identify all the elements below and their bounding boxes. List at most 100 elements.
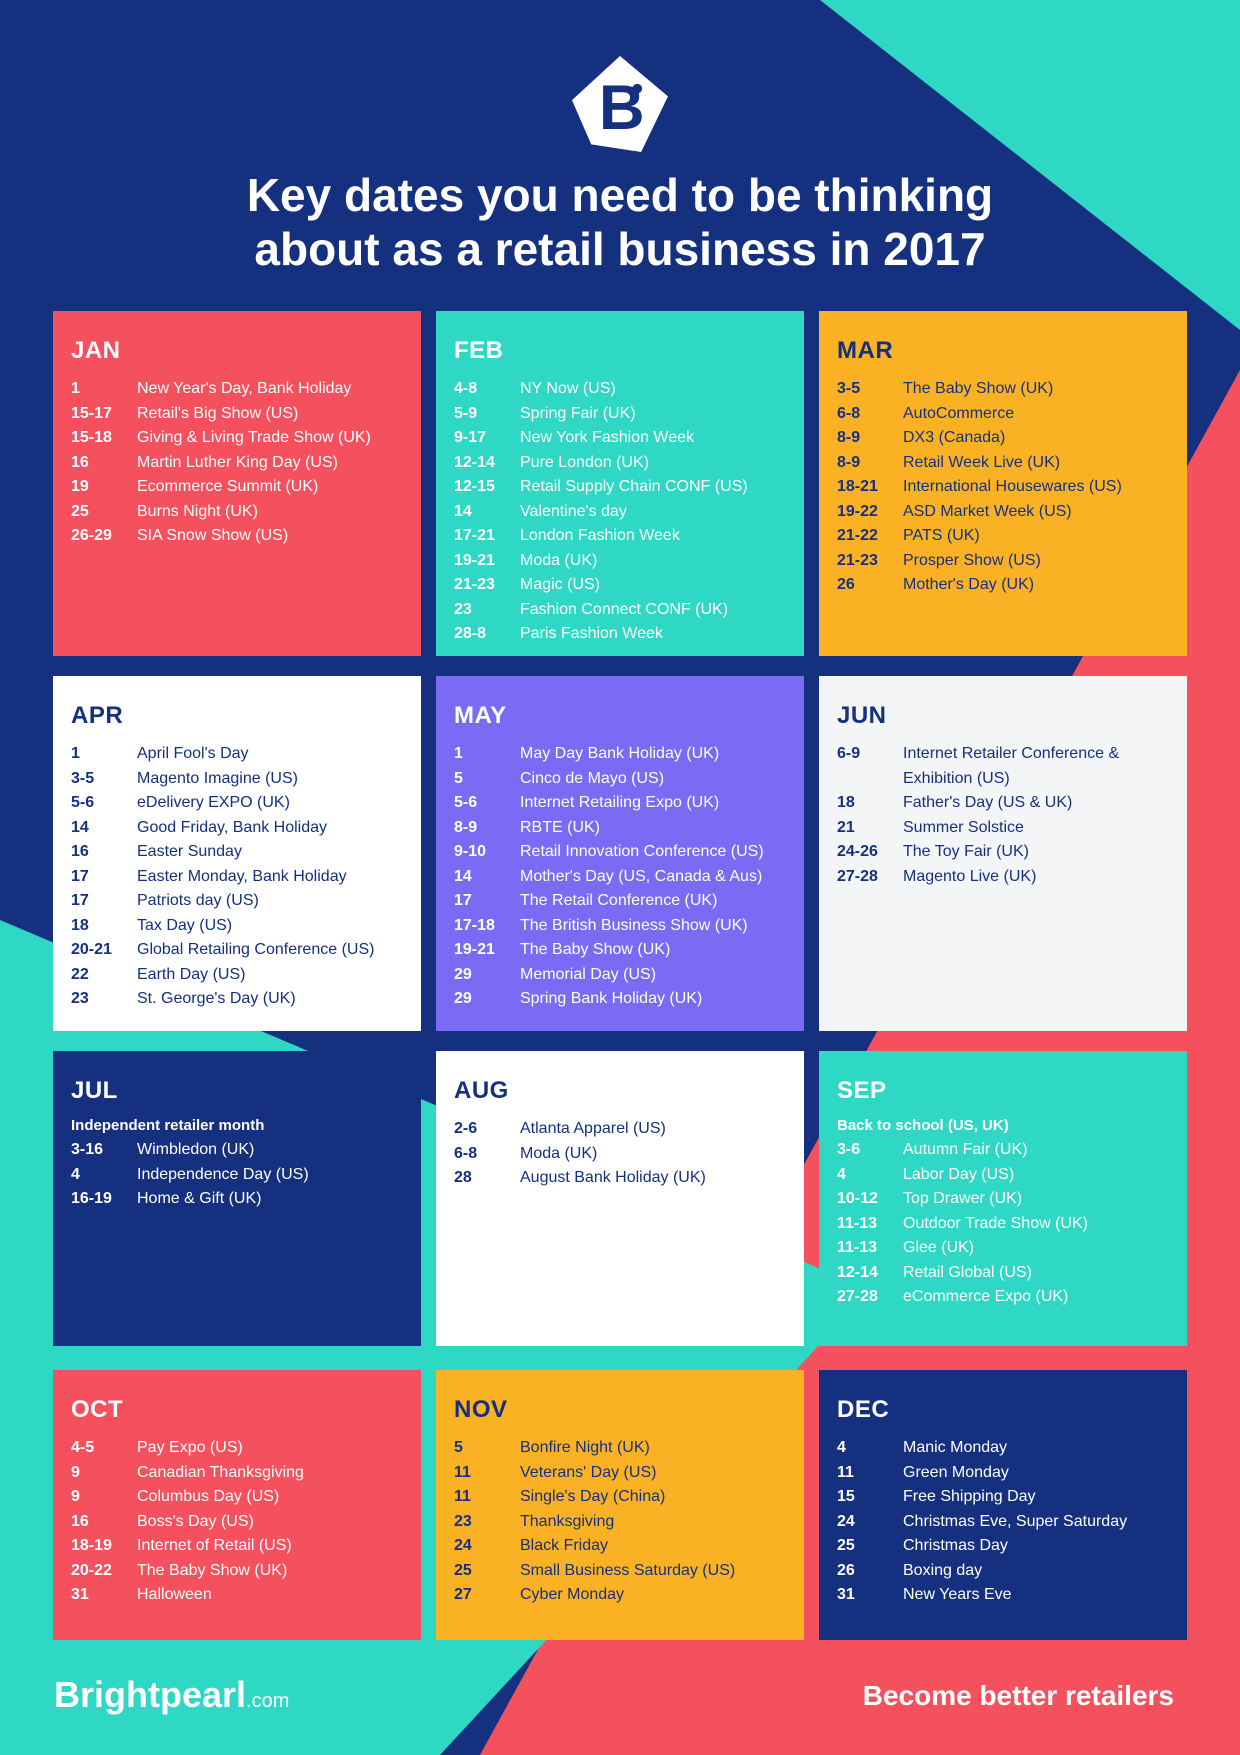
event-date: 11 bbox=[454, 1463, 471, 1481]
event-row: 5-9 Spring Fair (UK) bbox=[454, 402, 786, 427]
event-date: 22 bbox=[71, 965, 89, 983]
month-note: Independent retailer month bbox=[71, 1117, 265, 1134]
event-date: 27 bbox=[454, 1586, 472, 1603]
event-row: 11 Green Monday bbox=[837, 1461, 1169, 1486]
event-row: 16 Boss's Day (US) bbox=[71, 1510, 403, 1535]
event-date: 5-9 bbox=[454, 404, 478, 422]
footer-brand: Brightpearl.com bbox=[54, 1674, 289, 1716]
event-row: 6-9 Internet Retailer Conference & Exhibi… bbox=[837, 742, 1169, 791]
event-date: 1 bbox=[71, 380, 80, 397]
event-date: 27-28 bbox=[837, 867, 878, 885]
event-name: Retail's Big Show (US) bbox=[137, 404, 299, 422]
event-row: 16 Easter Sunday bbox=[71, 840, 403, 865]
event-name: Valentine's day bbox=[520, 502, 627, 520]
month-label: SEP bbox=[837, 1077, 887, 1104]
event-name: Prosper Show (US) bbox=[903, 551, 1041, 569]
event-row: 4-5 Pay Expo (US) bbox=[71, 1436, 403, 1461]
event-name: Spring Fair (UK) bbox=[520, 404, 636, 422]
event-date: 4 bbox=[71, 1165, 80, 1183]
month-label: MAR bbox=[837, 337, 894, 364]
event-row: 23 Thanksgiving bbox=[454, 1510, 786, 1535]
event-row: 8-9 RBTE (UK) bbox=[454, 816, 786, 841]
event-date: 19-21 bbox=[454, 551, 495, 569]
event-date: 8-9 bbox=[454, 818, 478, 836]
event-row: 1 May Day Bank Holiday (UK) bbox=[454, 742, 786, 767]
event-row: 18 Tax Day (US) bbox=[71, 914, 403, 939]
event-date: 18 bbox=[71, 916, 89, 934]
event-name: Bonfire Night (UK) bbox=[520, 1439, 650, 1456]
event-date: 20-21 bbox=[71, 941, 112, 958]
event-date: 23 bbox=[71, 990, 89, 1007]
event-name: May Day Bank Holiday (UK) bbox=[520, 745, 720, 762]
event-name: The Baby Show (UK) bbox=[520, 941, 671, 958]
event-date: 10-12 bbox=[837, 1190, 878, 1207]
event-date: 4-5 bbox=[71, 1439, 95, 1456]
event-date: 24 bbox=[454, 1537, 472, 1554]
event-row: 11-13 Glee (UK) bbox=[837, 1236, 1169, 1261]
event-date: 6-8 bbox=[837, 404, 861, 422]
event-name: Green Monday bbox=[903, 1463, 1009, 1481]
event-date: 4 bbox=[837, 1165, 846, 1183]
event-name: New Year's Day, Bank Holiday bbox=[137, 380, 352, 397]
event-name: ASD Market Week (US) bbox=[903, 502, 1072, 520]
event-date: 15-17 bbox=[71, 404, 112, 422]
event-name: Magento Live (UK) bbox=[903, 867, 1037, 885]
event-name: Top Drawer (UK) bbox=[903, 1190, 1023, 1207]
event-row: 9-10 Retail Innovation Conference (US) bbox=[454, 840, 786, 865]
event-date: 5 bbox=[454, 1439, 463, 1456]
event-row: 17 Patriots day (US) bbox=[71, 889, 403, 914]
event-row: 21-23 Prosper Show (US) bbox=[837, 549, 1169, 574]
event-row: 15-18 Giving & Living Trade Show (UK) bbox=[71, 426, 403, 451]
event-row: 9 Canadian Thanksgiving bbox=[71, 1461, 403, 1486]
event-row: 29 Spring Bank Holiday (UK) bbox=[454, 987, 786, 1012]
event-name: RBTE (UK) bbox=[520, 818, 600, 836]
event-date: 17 bbox=[71, 867, 89, 885]
event-date: 5-6 bbox=[71, 794, 95, 811]
event-name: Christmas Eve, Super Saturday bbox=[903, 1512, 1128, 1530]
month-card-aug: AUG 2-6 Atlanta Apparel (US) 6-8 Moda (UK) 28… bbox=[436, 1051, 804, 1346]
event-row: 19-22 ASD Market Week (US) bbox=[837, 500, 1169, 525]
event-row: 8-9 Retail Week Live (UK) bbox=[837, 451, 1169, 476]
event-name: Internet Retailer Conference & Exhibitio… bbox=[903, 745, 1120, 787]
event-row: 8-9 DX3 (Canada) bbox=[837, 426, 1169, 451]
event-name: Burns Night (UK) bbox=[137, 502, 258, 520]
event-row: 9 Columbus Day (US) bbox=[71, 1485, 403, 1510]
event-name: The Baby Show (UK) bbox=[137, 1561, 288, 1579]
month-card-jun: JUN 6-9 Internet Retailer Conference & Exh… bbox=[819, 676, 1187, 1031]
event-row: 15-17 Retail's Big Show (US) bbox=[71, 402, 403, 427]
event-name: Moda (UK) bbox=[520, 1144, 598, 1162]
event-name: Mother's Day (UK) bbox=[903, 576, 1035, 593]
event-row: 4 Independence Day (US) bbox=[71, 1163, 403, 1188]
event-row: 18 Father's Day (US & UK) bbox=[837, 791, 1169, 816]
month-label: JUL bbox=[71, 1077, 118, 1104]
event-name: PATS (UK) bbox=[903, 527, 980, 544]
event-name: Boss's Day (US) bbox=[137, 1512, 254, 1530]
event-name: Boxing day bbox=[903, 1561, 983, 1579]
event-date: 28-8 bbox=[454, 625, 487, 642]
event-date: 23 bbox=[454, 600, 472, 618]
event-row: 24-26 The Toy Fair (UK) bbox=[837, 840, 1169, 865]
month-card-mar: MAR 3-5 The Baby Show (UK) 6-8 AutoCommerce 8… bbox=[819, 311, 1187, 656]
event-name: Columbus Day (US) bbox=[137, 1488, 280, 1505]
event-date: 24-26 bbox=[837, 843, 878, 860]
event-row: 4 Manic Monday bbox=[837, 1436, 1169, 1461]
event-row: 17 The Retail Conference (UK) bbox=[454, 889, 786, 914]
event-name: Retail Supply Chain CONF (US) bbox=[520, 478, 748, 495]
event-name: Christmas Day bbox=[903, 1537, 1008, 1554]
event-name: DX3 (Canada) bbox=[903, 429, 1006, 446]
event-row: 2-6 Atlanta Apparel (US) bbox=[454, 1117, 786, 1142]
event-date: 8-9 bbox=[837, 453, 861, 471]
event-date: 4 bbox=[837, 1439, 846, 1456]
event-name: Black Friday bbox=[520, 1537, 609, 1554]
event-date: 16 bbox=[71, 453, 89, 471]
event-date: 9-10 bbox=[454, 843, 487, 860]
event-date: 9-17 bbox=[454, 429, 487, 446]
event-date: 12-14 bbox=[454, 453, 495, 471]
event-row: 6-8 AutoCommerce bbox=[837, 402, 1169, 427]
event-name: Thanksgiving bbox=[520, 1512, 615, 1530]
event-name: Cinco de Mayo (US) bbox=[520, 769, 665, 787]
event-row: 16 Martin Luther King Day (US) bbox=[71, 451, 403, 476]
event-name: April Fool's Day bbox=[137, 745, 249, 762]
svg-text:B: B bbox=[599, 73, 645, 143]
event-date: 6-8 bbox=[454, 1144, 478, 1162]
